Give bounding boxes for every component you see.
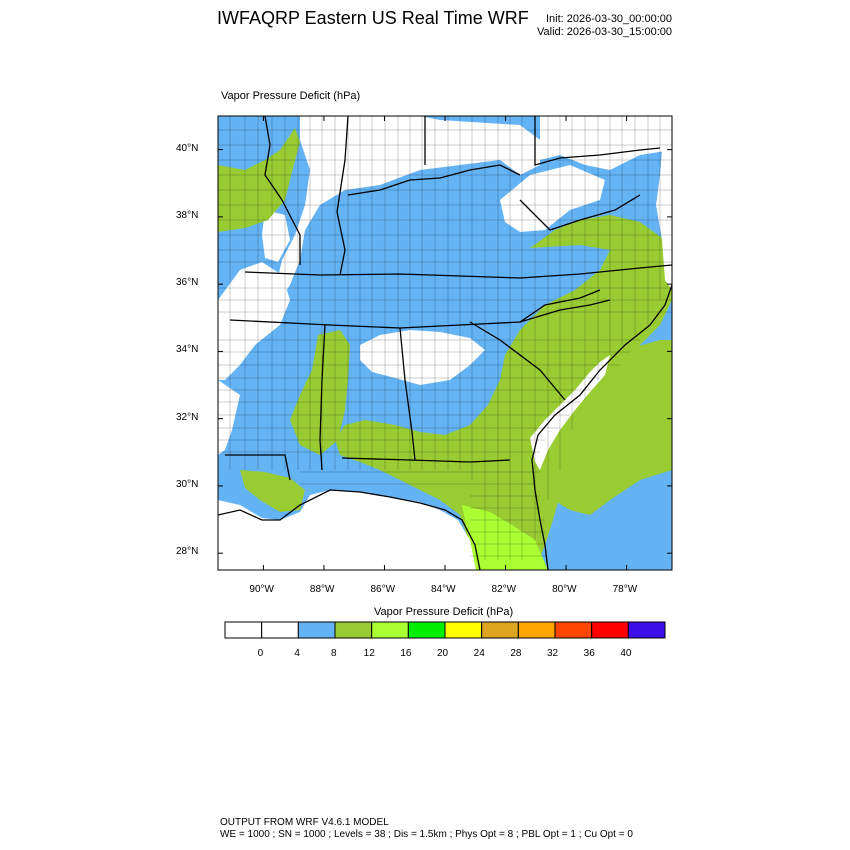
vpd-0-4-region-delta <box>218 380 240 455</box>
lon-tick-label: 84°W <box>431 584 456 595</box>
colorbar <box>224 621 666 639</box>
field-label: Vapor Pressure Deficit (hPa) <box>221 90 361 102</box>
border-illinois-missouri <box>264 116 301 265</box>
border-36-5-line <box>244 264 672 279</box>
colorbar-label: 32 <box>547 648 559 659</box>
model-info-line2: WE = 1000 ; SN = 1000 ; Levels = 38 ; Di… <box>220 829 633 840</box>
colorbar-swatch <box>297 621 336 639</box>
colorbar-swatch <box>517 621 556 639</box>
colorbar-label: 12 <box>363 648 375 659</box>
border-va-wv <box>519 194 641 231</box>
border-illinois-indiana <box>336 116 349 276</box>
valid-time: Valid: 2026-03-30_15:00:00 <box>537 26 672 38</box>
colorbar-swatch <box>261 621 299 639</box>
colorbar-swatch <box>224 621 263 639</box>
gulf-of-mexico <box>218 490 476 570</box>
border-tn-south <box>229 289 601 329</box>
axis-ticks <box>218 116 672 570</box>
lon-tick-label: 88°W <box>309 584 335 595</box>
colorbar-swatch <box>371 621 409 639</box>
vpd-0-4-region-north <box>275 116 540 300</box>
vpd-8-12-region-louisiana-coast <box>240 470 305 512</box>
colorbar-swatch <box>334 621 373 639</box>
border-ms-al <box>319 324 326 471</box>
vpd-0-4-region-illinois <box>262 210 290 262</box>
lon-tick-label: 80°W <box>552 584 577 595</box>
colorbar-swatch <box>554 621 593 639</box>
vpd-0-4-region-alabama-georgia <box>360 330 485 385</box>
colorbar-title: Vapor Pressure Deficit (hPa) <box>374 606 514 618</box>
lon-tick-label: 78°W <box>612 584 638 595</box>
vpd-0-4-region-virginia <box>500 165 605 232</box>
lat-tick-label: 38°N <box>176 209 199 221</box>
lon-tick-label: 86°W <box>370 584 396 595</box>
model-info-line1: OUTPUT FROM WRF V4.6.1 MODEL <box>220 817 389 828</box>
colorbar-swatch <box>481 621 519 639</box>
colorbar-swatch <box>627 621 666 639</box>
map-plot-area <box>218 116 672 570</box>
lat-tick-label: 32°N <box>176 411 199 423</box>
lat-tick-label: 30°N <box>176 478 199 490</box>
border-al-ga <box>399 327 416 461</box>
vpd-8-12-region-carolinas-georgia <box>335 215 672 570</box>
colorbar-label: 28 <box>510 648 522 659</box>
colorbar-swatch <box>444 621 483 639</box>
vpd-8-12-region-atlantic-offshore <box>540 340 672 515</box>
gulf-coastline <box>218 489 481 570</box>
atlantic-coastal-strip <box>530 355 610 470</box>
colorbar-label: 36 <box>583 648 595 659</box>
colorbar-label: 0 <box>257 648 264 659</box>
county-lines <box>218 116 672 560</box>
border-fl-north <box>341 457 511 463</box>
border-nc-sc <box>519 299 611 323</box>
lat-tick-label: 34°N <box>176 344 199 356</box>
lon-tick-label: 82°W <box>491 584 517 595</box>
init-time: Init: 2026-03-30_00:00:00 <box>546 13 672 25</box>
lat-tick-label: 36°N <box>176 277 199 289</box>
colorbar-label: 24 <box>473 648 485 659</box>
vpd-8-12-region-missouri <box>218 128 300 232</box>
vpd-8-12-region-virginia-patch <box>560 222 600 245</box>
colorbar-label: 4 <box>294 648 300 659</box>
lat-tick-label: 28°N <box>176 546 199 558</box>
vpd-12-16-region-florida <box>462 505 548 570</box>
lat-tick-label: 40°N <box>176 142 199 154</box>
colorbar-swatch <box>591 621 629 639</box>
colorbar-label: 20 <box>437 648 449 659</box>
colorbar-swatch <box>407 621 446 639</box>
colorbar-label: 40 <box>620 648 632 659</box>
lon-tick-label: 90°W <box>249 584 274 595</box>
page-title: IWFAQRP Eastern US Real Time WRF <box>217 8 529 28</box>
colorbar-label: 8 <box>331 648 337 659</box>
colorbar-label: 16 <box>400 648 412 659</box>
